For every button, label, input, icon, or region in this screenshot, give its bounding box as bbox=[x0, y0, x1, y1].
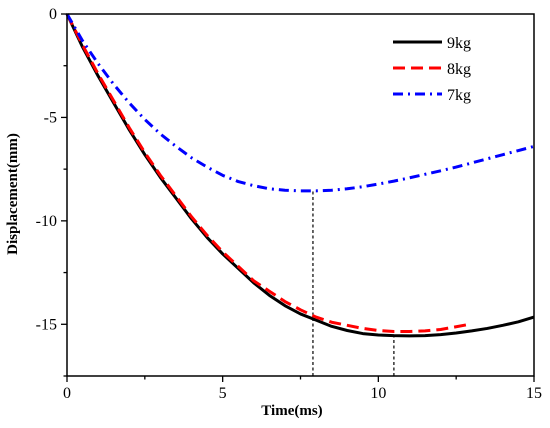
x-tick-label: 0 bbox=[63, 385, 71, 402]
series-layer bbox=[65, 13, 535, 338]
y-tick-label: 0 bbox=[49, 6, 57, 23]
x-tick-label: 15 bbox=[526, 385, 542, 402]
series-line-8kg bbox=[65, 13, 473, 334]
legend-label-8kg: 8kg bbox=[447, 61, 471, 78]
legend: 9kg 8kg 7kg bbox=[393, 35, 471, 104]
x-tick-label: 10 bbox=[370, 385, 386, 402]
x-axis-title: Time(ms) bbox=[261, 403, 322, 419]
annotation-lines bbox=[312, 190, 395, 376]
legend-label-7kg: 7kg bbox=[447, 87, 471, 104]
y-tick-label: -10 bbox=[36, 213, 57, 230]
y-tick-label: -15 bbox=[36, 316, 57, 333]
axes: 0 5 10 15 0 -5 -10 -15 bbox=[36, 6, 542, 402]
series-line-9kg bbox=[65, 13, 535, 338]
x-tick-label: 5 bbox=[219, 385, 227, 402]
y-axis-title: Displacement(mm) bbox=[5, 133, 21, 255]
legend-label-9kg: 9kg bbox=[447, 35, 471, 52]
y-tick-label: -5 bbox=[44, 109, 57, 126]
series-line-7kg bbox=[65, 13, 535, 193]
